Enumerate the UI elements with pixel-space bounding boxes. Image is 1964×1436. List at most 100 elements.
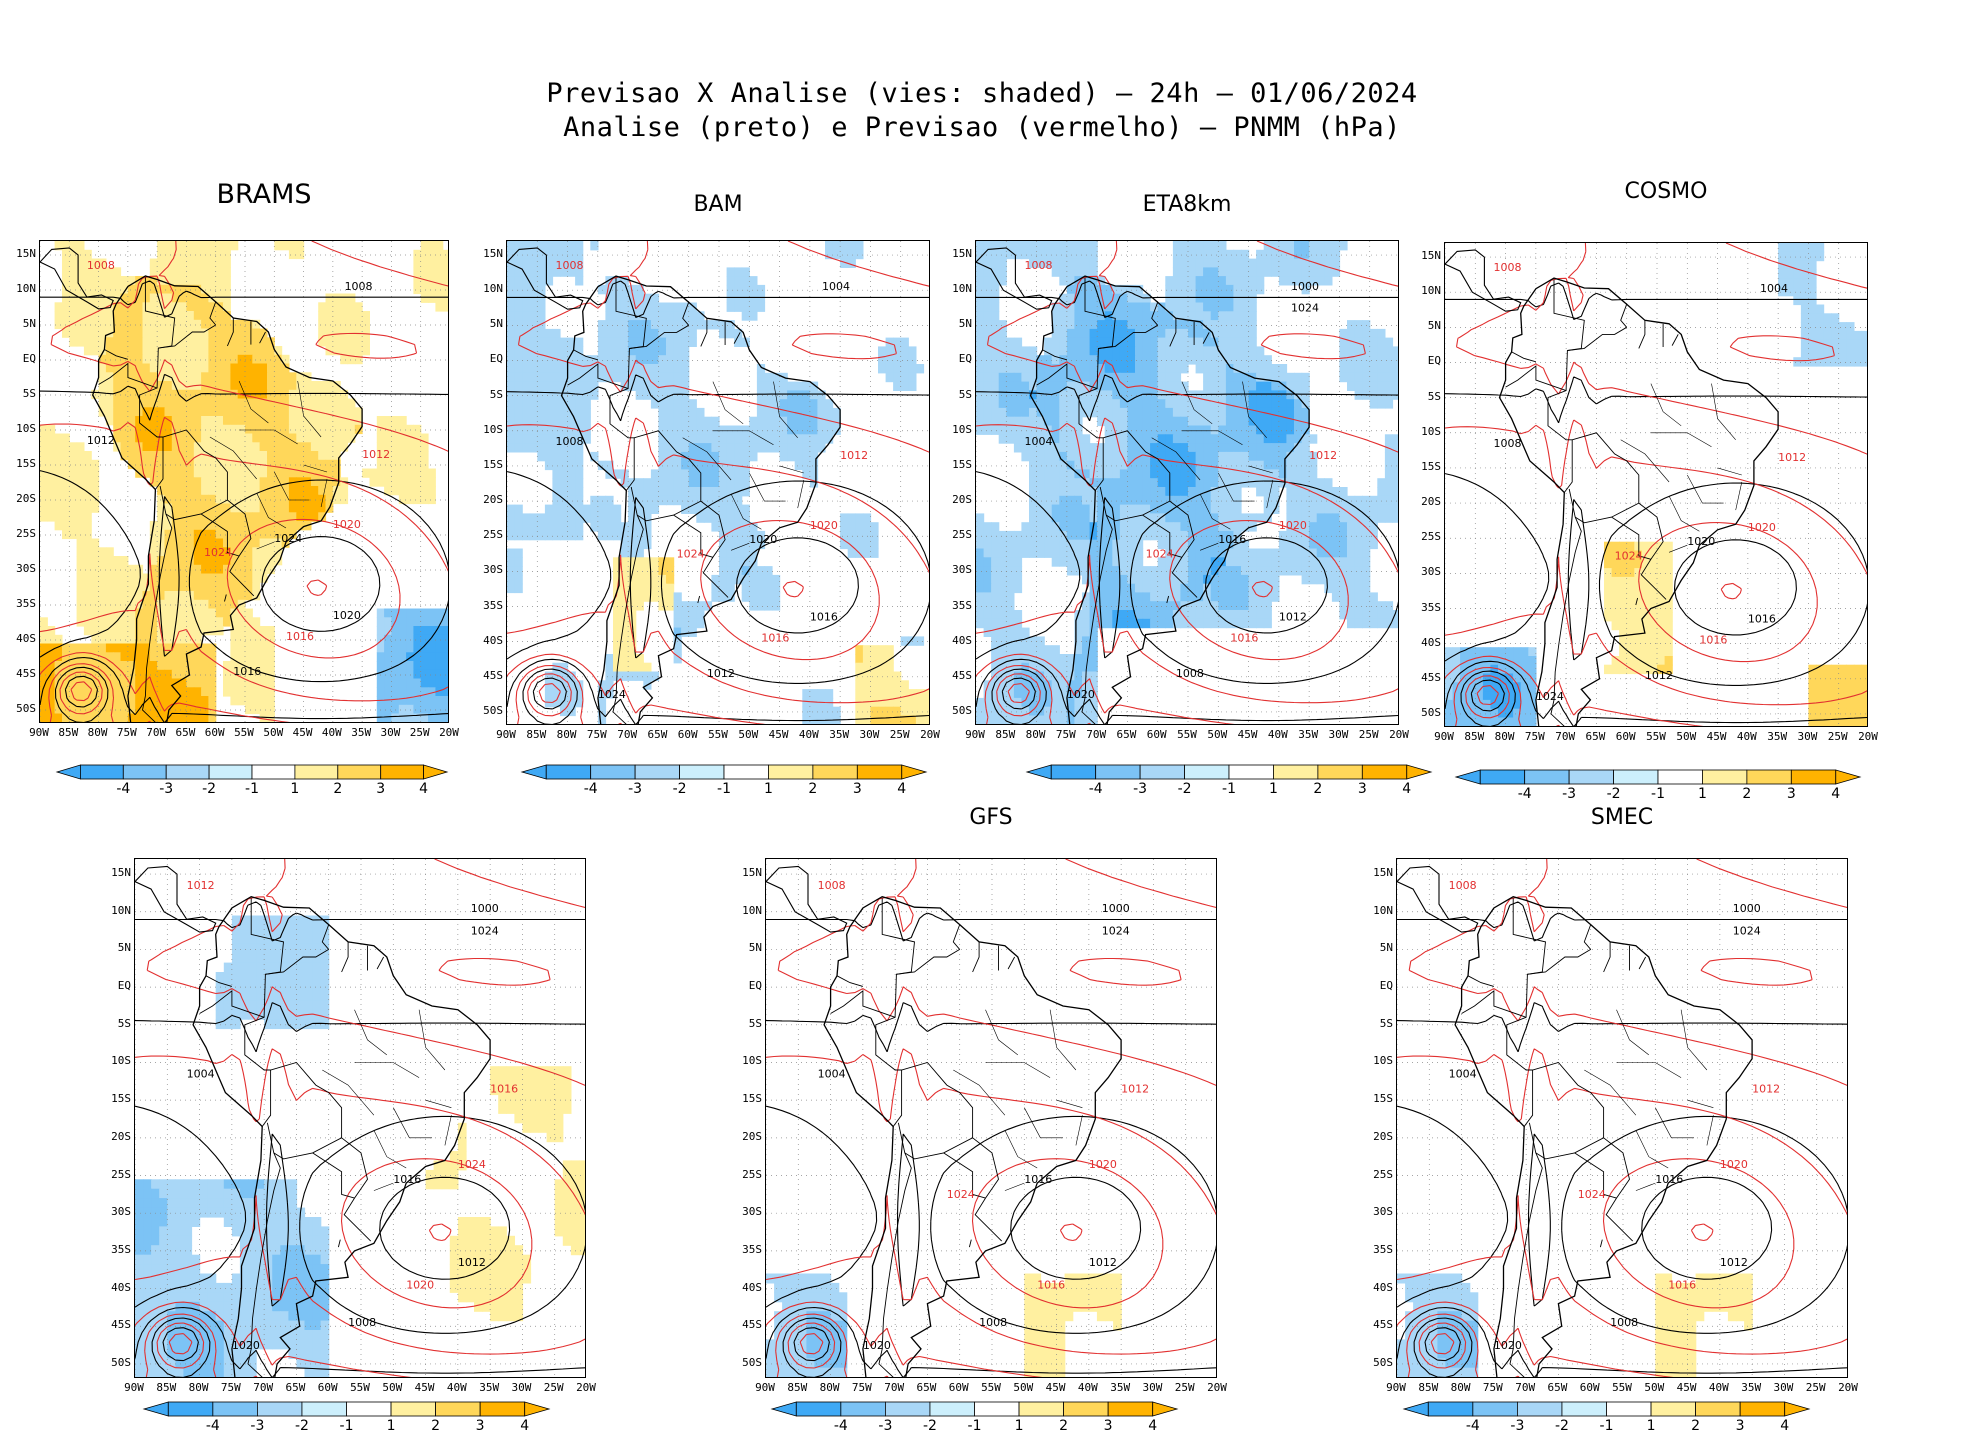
- bias-cell: [201, 424, 209, 435]
- bias-cell: [47, 477, 56, 487]
- bias-cell: [230, 529, 239, 540]
- bias-cell: [310, 468, 319, 478]
- bias-cell: [237, 442, 246, 452]
- bias-cell: [76, 284, 85, 295]
- bias-cell: [1210, 592, 1219, 602]
- bias-cell: [179, 608, 187, 618]
- bias-cell: [1256, 276, 1265, 286]
- bias-cell: [435, 258, 444, 268]
- bias-cell: [885, 662, 894, 673]
- bias-cell: [620, 302, 629, 312]
- bias-cell: [544, 267, 554, 277]
- bias-cell: [552, 689, 561, 699]
- bias-cell: [1082, 548, 1091, 558]
- bias-cell: [428, 669, 436, 680]
- bias-cell: [1369, 592, 1378, 602]
- bias-cell: [1135, 566, 1144, 576]
- bias-cell: [976, 566, 985, 576]
- bias-cell: [1112, 372, 1121, 383]
- bias-cell: [398, 643, 407, 653]
- bias-cell: [1225, 311, 1235, 321]
- bias-cell: [1241, 399, 1250, 409]
- bias-cell: [281, 398, 290, 408]
- bias-cell: [696, 416, 705, 427]
- bias-cell: [666, 320, 675, 330]
- bias-cell: [749, 601, 758, 611]
- bias-cell: [1119, 522, 1129, 532]
- bias-cell: [1263, 355, 1272, 365]
- bias-cell: [1347, 355, 1356, 365]
- bias-cell: [157, 669, 165, 680]
- bias-cell: [252, 582, 261, 592]
- bias-cell: [215, 599, 224, 610]
- bias-cell: [1089, 495, 1098, 506]
- bias-cell: [171, 547, 180, 557]
- bias-cell: [69, 337, 78, 347]
- bias-cell: [252, 398, 261, 408]
- bias-cell: [635, 364, 644, 374]
- bias-cell: [171, 293, 180, 303]
- bias-cell: [998, 592, 1007, 602]
- bias-cell: [384, 486, 392, 496]
- bias-cell: [1210, 530, 1219, 541]
- bias-cell: [69, 512, 78, 522]
- bias-cell: [259, 661, 268, 671]
- bias-cell: [193, 503, 202, 513]
- bias-cell: [1180, 539, 1189, 550]
- bias-cell: [628, 513, 637, 523]
- bias-cell: [597, 530, 607, 541]
- bias-cell: [567, 399, 576, 409]
- bias-cell: [1210, 390, 1219, 400]
- bias-cell: [186, 258, 195, 268]
- bias-cell: [628, 328, 637, 339]
- bias-cell: [1127, 302, 1136, 312]
- bias-cell: [567, 680, 576, 690]
- bias-cell: [1278, 548, 1288, 558]
- bias-cell: [208, 652, 217, 662]
- bias-cell: [310, 381, 319, 391]
- bias-cell: [252, 591, 261, 601]
- bias-cell: [825, 425, 834, 435]
- bias-cell: [628, 337, 637, 347]
- bias-cell: [605, 522, 614, 532]
- bias-cell: [179, 652, 187, 662]
- bias-cell: [1241, 425, 1250, 435]
- bias-cell: [127, 608, 136, 618]
- bias-cell: [976, 548, 985, 558]
- bias-cell: [1210, 407, 1219, 418]
- bias-cell: [976, 416, 985, 427]
- bias-cell: [1074, 258, 1083, 268]
- colorbar-swatch: [251, 764, 296, 780]
- bias-cell: [281, 486, 290, 496]
- bias-cell: [809, 416, 819, 427]
- bias-cell: [1172, 566, 1182, 576]
- bias-cell: [157, 416, 165, 426]
- bias-cell: [377, 722, 385, 723]
- bias-cell: [1241, 364, 1250, 374]
- bias-cell: [230, 643, 239, 653]
- bias-cell: [794, 407, 803, 418]
- bias-cell: [658, 364, 667, 374]
- bias-cell: [281, 416, 290, 426]
- bias-cell: [1021, 416, 1030, 427]
- bias-cell: [325, 486, 334, 496]
- bias-cell: [560, 390, 569, 400]
- bias-cell: [230, 573, 239, 583]
- bias-cell: [1044, 249, 1053, 260]
- bias-cell: [171, 626, 180, 636]
- bias-cell: [142, 652, 151, 662]
- bias-cell: [179, 512, 187, 522]
- bias-cell: [149, 407, 158, 417]
- bias-cell: [347, 311, 356, 321]
- bias-cell: [193, 424, 202, 435]
- bias-cell: [54, 302, 63, 312]
- bias-cell: [391, 704, 400, 715]
- bias-cell: [208, 678, 217, 688]
- bias-cell: [1218, 443, 1227, 453]
- bias-cell: [1051, 241, 1060, 251]
- bias-cell: [245, 678, 253, 688]
- bias-cell: [1112, 566, 1121, 576]
- bias-cell: [620, 364, 629, 374]
- bias-cell: [1006, 364, 1015, 374]
- bias-cell: [643, 320, 652, 330]
